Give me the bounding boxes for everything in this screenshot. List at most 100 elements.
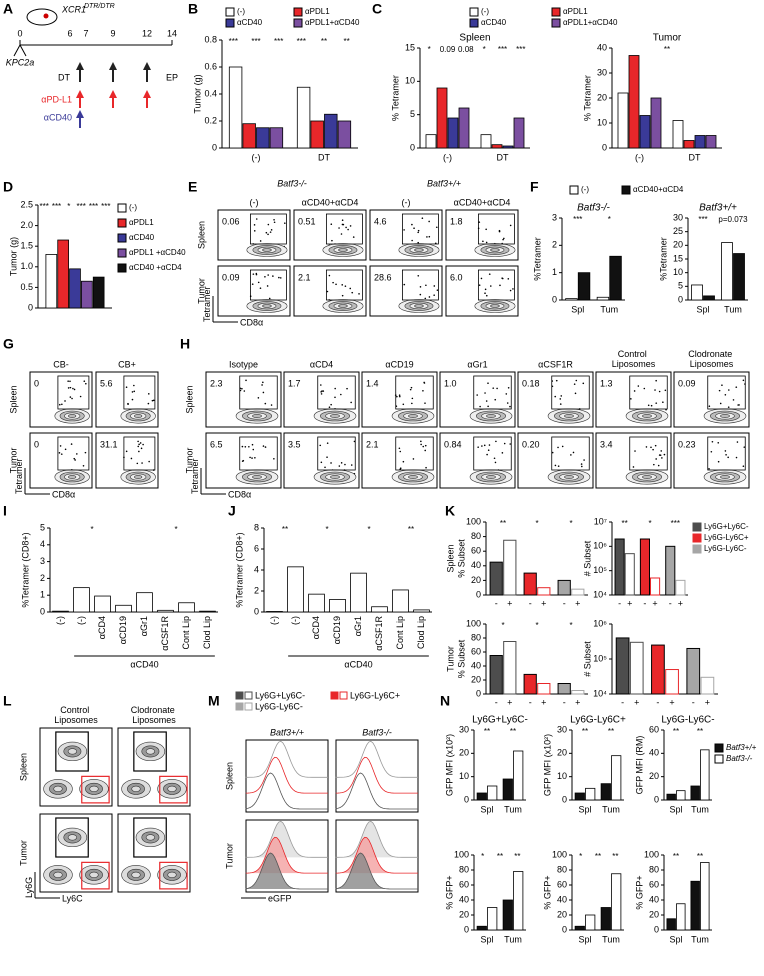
- contour: [330, 475, 340, 479]
- histogram: [335, 852, 418, 890]
- event-dot: [326, 456, 328, 458]
- significance: *: [501, 621, 504, 630]
- event-dot: [248, 445, 250, 448]
- bar: [487, 785, 498, 801]
- gate-value: 0.51: [298, 216, 316, 226]
- row-label: Spleen: [224, 762, 234, 790]
- x-tick-label: Tum: [691, 934, 709, 944]
- x-tick-label: Spl: [669, 804, 682, 814]
- event-dot: [251, 283, 254, 285]
- chart-title: Ly6G-Ly6C+: [570, 715, 626, 726]
- legend-label: αPDL1+αCD40: [305, 18, 360, 27]
- event-dot: [254, 456, 256, 459]
- gate: [473, 436, 512, 471]
- contour: [134, 414, 143, 418]
- event-dot: [125, 386, 128, 388]
- y-axis-label: %Tetramer (CD8+): [234, 532, 244, 607]
- x-tick-label: -: [618, 598, 621, 608]
- significance: *: [579, 852, 582, 861]
- x-tick-label: +: [669, 697, 674, 707]
- y-tick-label: 30: [597, 67, 607, 77]
- panel-label: I: [3, 503, 7, 519]
- event-dot: [403, 229, 405, 231]
- significance: ***: [498, 45, 507, 54]
- event-dot: [73, 457, 76, 460]
- bar: [489, 561, 503, 596]
- significance: ***: [229, 37, 238, 46]
- gate: [551, 375, 590, 410]
- chart-title: Batf3-/-: [577, 203, 610, 214]
- event-dot: [428, 296, 431, 298]
- event-dot: [321, 390, 323, 392]
- event-dot: [64, 400, 66, 402]
- contour: [145, 834, 156, 841]
- significance: *: [608, 215, 611, 224]
- x-tick-label: (-): [290, 616, 300, 625]
- event-dot: [572, 451, 575, 454]
- event-dot: [581, 465, 583, 468]
- timepoint: 12: [142, 28, 152, 38]
- bar: [676, 903, 686, 931]
- contour: [134, 475, 143, 479]
- significance: *: [569, 519, 572, 528]
- arrow: [76, 62, 84, 82]
- gate: [325, 269, 363, 301]
- bar: [690, 785, 700, 801]
- x-tick-label: -: [692, 697, 695, 707]
- y-tick-label: 0: [254, 606, 259, 616]
- y-tick-label: 4: [254, 564, 259, 574]
- endpoint-label: EP: [166, 72, 178, 82]
- bar: [557, 579, 571, 596]
- event-dot: [637, 385, 640, 387]
- event-dot: [60, 453, 63, 455]
- legend-label: Ly6G-Ly6C+: [704, 533, 749, 542]
- gate-value: 28.6: [374, 272, 392, 282]
- event-dot: [413, 227, 415, 230]
- x-tick-label: -: [621, 697, 624, 707]
- bar: [502, 899, 513, 931]
- event-dot: [664, 389, 667, 392]
- gate: [159, 861, 188, 890]
- row-label: Spleen: [196, 221, 206, 249]
- event-dot: [719, 402, 722, 405]
- column-header: Control Liposomes: [612, 349, 656, 369]
- y-axis-label: %Tetramer: [658, 237, 668, 281]
- legend-swatch: [244, 702, 253, 711]
- y-tick-label: 2.5: [20, 199, 33, 209]
- event-dot: [326, 442, 329, 444]
- y-axis-label: % GFP+: [444, 875, 454, 909]
- legend-swatch: [551, 7, 561, 17]
- significance: **: [697, 852, 703, 861]
- event-dot: [257, 397, 260, 399]
- event-dot: [352, 236, 355, 238]
- event-dot: [417, 229, 420, 232]
- event-dot: [279, 277, 282, 279]
- event-dot: [338, 227, 340, 229]
- bar: [537, 683, 551, 695]
- x-tick-label: (-): [269, 616, 279, 625]
- significance: **: [608, 727, 614, 736]
- x-tick-label: (-): [635, 152, 644, 162]
- arrow: [143, 62, 151, 82]
- y-tick-label: 10⁷: [594, 516, 607, 526]
- event-dot: [652, 448, 654, 451]
- significance: **: [622, 519, 628, 528]
- y-axis-label: # Subset: [582, 540, 592, 576]
- histogram: [245, 852, 328, 890]
- bar: [513, 871, 524, 931]
- bar: [52, 610, 69, 613]
- event-dot: [399, 450, 402, 453]
- y-axis-label: # Subset: [582, 641, 592, 677]
- event-dot: [428, 235, 431, 238]
- event-dot: [141, 462, 143, 464]
- contour: [642, 414, 652, 418]
- legend-label: αCD40: [237, 18, 263, 27]
- x-tick-label: +: [634, 697, 639, 707]
- row-label: Tumor: [224, 843, 234, 869]
- event-dot: [555, 379, 558, 382]
- event-dot: [398, 395, 401, 398]
- y-tick-label: 20: [597, 92, 607, 102]
- text-line: Liposomes: [54, 715, 98, 725]
- event-dot: [743, 446, 746, 448]
- y-axis-label: GFP MFI (RM): [634, 736, 644, 795]
